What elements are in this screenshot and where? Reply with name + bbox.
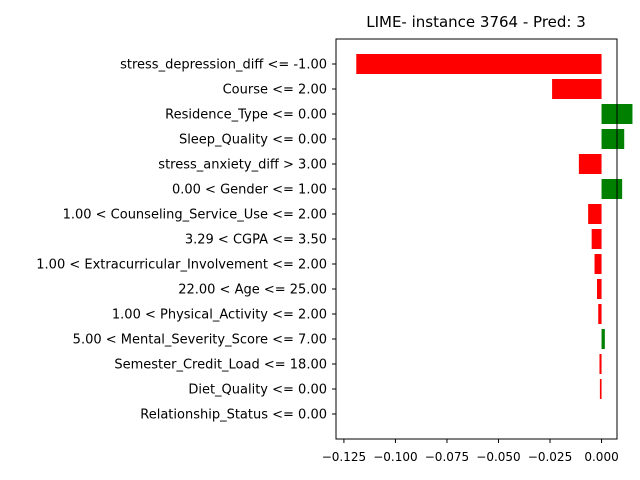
bar	[599, 379, 602, 399]
bar	[601, 129, 625, 149]
category-label: 22.00 < Age <= 25.00	[178, 283, 327, 298]
category-label: 1.00 < Extracurricular_Involvement <= 2.…	[36, 258, 327, 273]
category-label: Residence_Type <= 0.00	[165, 108, 327, 123]
bar	[552, 79, 602, 99]
x-tick-label: −0.125	[322, 450, 366, 464]
x-tick-label: −0.025	[528, 450, 572, 464]
x-tick-label: −0.050	[476, 450, 520, 464]
category-label: Course <= 2.00	[223, 83, 327, 98]
bar	[578, 154, 602, 174]
bar	[601, 329, 605, 349]
category-label: 1.00 < Physical_Activity <= 2.00	[112, 308, 327, 323]
x-axis-ticks: −0.125 −0.100 −0.075 −0.050 −0.025 0.000	[322, 439, 619, 464]
x-tick-label: −0.075	[425, 450, 469, 464]
category-labels: stress_depression_diff <= -1.00 Course <=…	[36, 58, 336, 423]
category-label: stress_anxiety_diff > 3.00	[158, 158, 327, 173]
category-label: Diet_Quality <= 0.00	[188, 383, 327, 398]
bar	[599, 354, 602, 374]
bars-group	[356, 54, 633, 399]
chart-title: LIME- instance 3764 - Pred: 3	[366, 13, 586, 31]
bar	[356, 54, 602, 74]
category-label: Relationship_Status <= 0.00	[140, 408, 327, 423]
bar	[597, 279, 602, 299]
category-label: stress_depression_diff <= -1.00	[120, 58, 327, 73]
category-label: Sleep_Quality <= 0.00	[179, 133, 327, 148]
plot-frame	[335, 38, 618, 440]
category-label: 5.00 < Mental_Severity_Score <= 7.00	[73, 333, 327, 348]
category-label: 0.00 < Gender <= 1.00	[172, 183, 327, 198]
bar	[601, 179, 623, 199]
bar	[588, 204, 602, 224]
x-tick-label: −0.100	[373, 450, 417, 464]
category-label: 1.00 < Counseling_Service_Use <= 2.00	[63, 208, 327, 223]
category-label: Semester_Credit_Load <= 18.00	[114, 358, 327, 373]
bar	[594, 254, 602, 274]
bar	[591, 229, 602, 249]
bar	[598, 304, 602, 324]
category-label: 3.29 < CGPA <= 3.50	[185, 233, 327, 248]
x-tick-label: 0.000	[584, 450, 618, 464]
